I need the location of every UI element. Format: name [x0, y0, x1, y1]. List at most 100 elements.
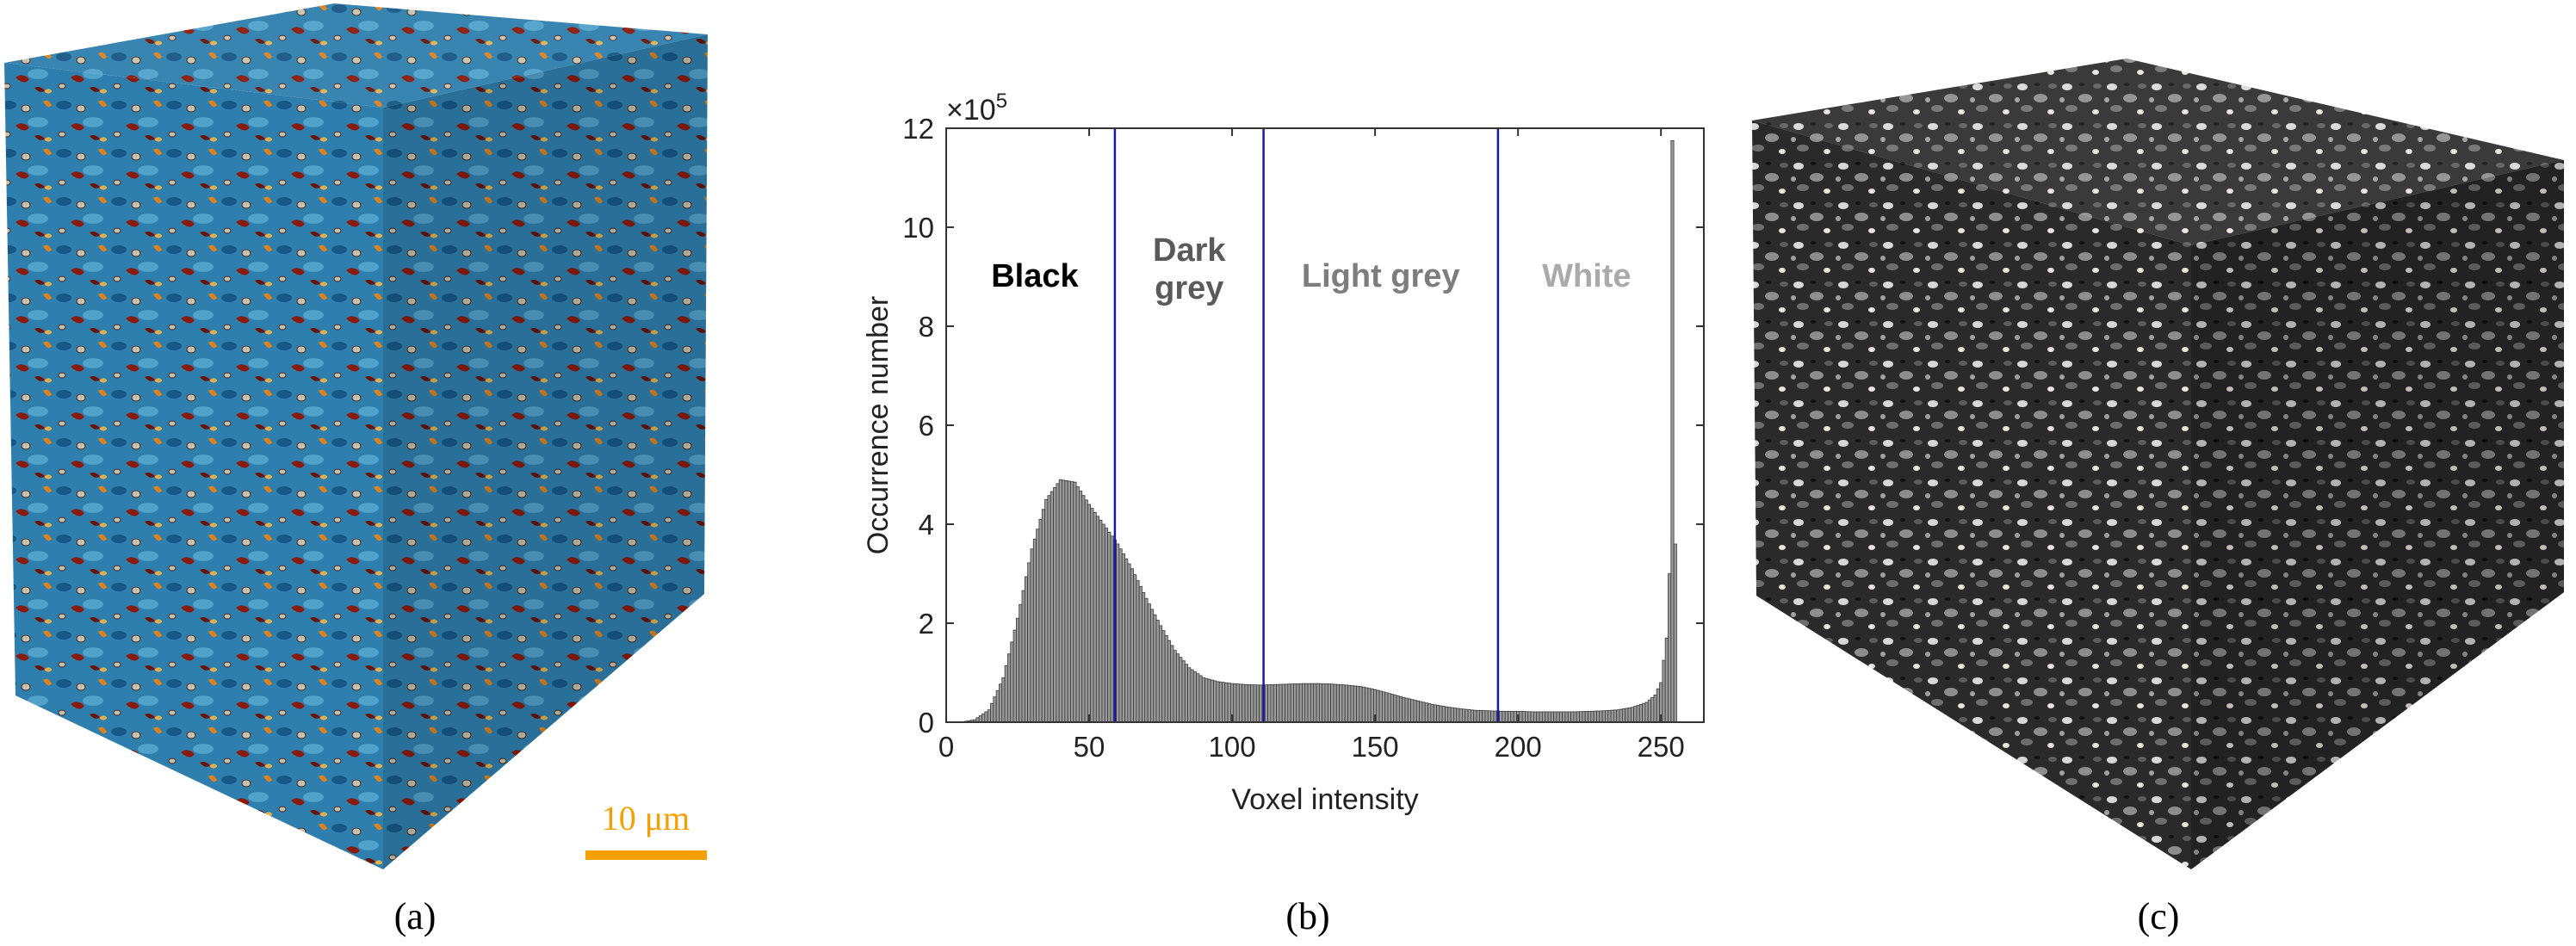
y-tick-label: 10: [902, 212, 934, 244]
histogram-bar: [1279, 683, 1283, 723]
histogram-bar: [1504, 710, 1508, 723]
histogram-bar: [984, 711, 988, 723]
histogram-bar: [1181, 660, 1186, 723]
cube-a-right-face: [383, 34, 708, 869]
histogram-bar: [1424, 702, 1428, 723]
y-tick-label: 4: [919, 509, 934, 541]
region-labels: Black Dark grey Light grey White: [991, 232, 1631, 306]
histogram-bar: [1470, 709, 1475, 723]
histogram-bar: [1032, 538, 1037, 723]
histogram-bars: [961, 139, 1677, 723]
histogram-bar: [1144, 597, 1149, 723]
histogram-bar: [987, 709, 991, 723]
histogram-bar: [1656, 688, 1660, 723]
histogram-bar: [1478, 710, 1483, 723]
histogram-bar: [1224, 682, 1229, 723]
histogram-bar: [1347, 684, 1352, 723]
histogram-bar: [1502, 710, 1506, 723]
histogram-bar: [1067, 480, 1071, 723]
histogram-bar: [1530, 711, 1534, 723]
histogram-bar: [1450, 707, 1454, 723]
y-axis-ticks: 0 2 4 6 8 10 12: [902, 113, 1704, 739]
histogram-bar: [1365, 687, 1369, 723]
histogram-bar: [1101, 523, 1105, 723]
histogram-bar: [1644, 702, 1649, 723]
histogram-bar: [1233, 683, 1237, 723]
histogram-bar: [1436, 705, 1440, 723]
histogram-bar: [1021, 590, 1025, 723]
cube-a-left-face: [4, 63, 383, 869]
histogram-bar: [1136, 580, 1140, 723]
histogram-bar: [1419, 701, 1423, 723]
histogram-bar: [1041, 509, 1045, 723]
histogram-bar: [990, 702, 994, 723]
histogram-bar: [1616, 709, 1620, 723]
histogram-bar: [1447, 707, 1452, 723]
cube-c-right-face: [2191, 160, 2564, 869]
region-label-line: Black: [991, 258, 1079, 294]
histogram-bar: [1398, 696, 1403, 723]
histogram-bar: [1344, 684, 1348, 723]
histogram-bar: [1539, 711, 1543, 723]
histogram-bar: [1439, 705, 1443, 723]
histogram-bar: [1433, 704, 1437, 723]
histogram-bar: [1310, 683, 1315, 723]
histogram-bar: [1124, 558, 1129, 723]
histogram-bar: [1562, 711, 1566, 723]
histogram-bar: [1110, 535, 1114, 723]
histogram-bar: [1118, 548, 1123, 723]
histogram-bar: [1393, 695, 1397, 723]
histogram-bar: [1376, 689, 1380, 723]
histogram-bar: [1558, 711, 1564, 723]
histogram-bar: [1550, 711, 1555, 723]
histogram-bar: [1213, 680, 1217, 723]
histogram-bar: [1006, 653, 1012, 723]
histogram-bar: [1044, 498, 1049, 723]
histogram-bar: [1158, 625, 1163, 723]
histogram-bar: [1192, 671, 1197, 723]
x-tick-label: 0: [938, 731, 954, 763]
histogram-bar: [1107, 531, 1112, 723]
histogram-bar: [1390, 694, 1395, 723]
histogram-bar: [1084, 499, 1088, 723]
histogram-bar: [1630, 707, 1635, 723]
histogram-bar: [1259, 684, 1263, 723]
x-tick-label: 200: [1495, 731, 1542, 763]
histogram-bar: [1582, 711, 1586, 723]
histogram-bar: [1464, 708, 1469, 723]
histogram-bar: [1210, 679, 1214, 723]
histogram-bar: [1307, 683, 1311, 723]
histogram-bar: [1330, 683, 1334, 723]
histogram-bar: [1130, 568, 1134, 723]
histogram-bar: [1050, 491, 1054, 723]
histogram-bar: [1104, 528, 1109, 723]
histogram-bar: [1313, 683, 1317, 723]
histogram-bar: [1322, 683, 1326, 723]
histogram-bar: [1493, 710, 1497, 723]
histogram-bar: [1138, 586, 1142, 723]
histogram-bar: [1541, 711, 1546, 723]
histogram-bar: [1216, 681, 1220, 723]
histogram-bar: [1387, 693, 1391, 723]
histogram-bar: [1218, 681, 1223, 723]
histogram-bar: [1441, 706, 1446, 723]
histogram-bar: [1490, 710, 1495, 723]
histogram-bar: [1164, 634, 1168, 723]
histogram-bar: [1556, 711, 1560, 723]
histogram-bar: [1453, 708, 1458, 723]
region-label-line: Dark: [1153, 232, 1226, 269]
histogram-bar: [1410, 699, 1415, 723]
scale-bar: 10 μm: [585, 799, 707, 860]
cube-a: [4, 3, 708, 869]
scale-bar-line: [585, 850, 707, 860]
histogram-bar: [1356, 685, 1360, 723]
histogram-bar: [1012, 629, 1017, 723]
histogram-bar: [1533, 711, 1538, 723]
histogram-bar: [1304, 683, 1309, 723]
histogram-bar: [1161, 630, 1166, 723]
histogram-bar: [1415, 700, 1420, 723]
histogram-bar: [1361, 686, 1365, 723]
y-tick-label: 2: [919, 608, 934, 640]
histogram-bar: [1427, 703, 1432, 723]
